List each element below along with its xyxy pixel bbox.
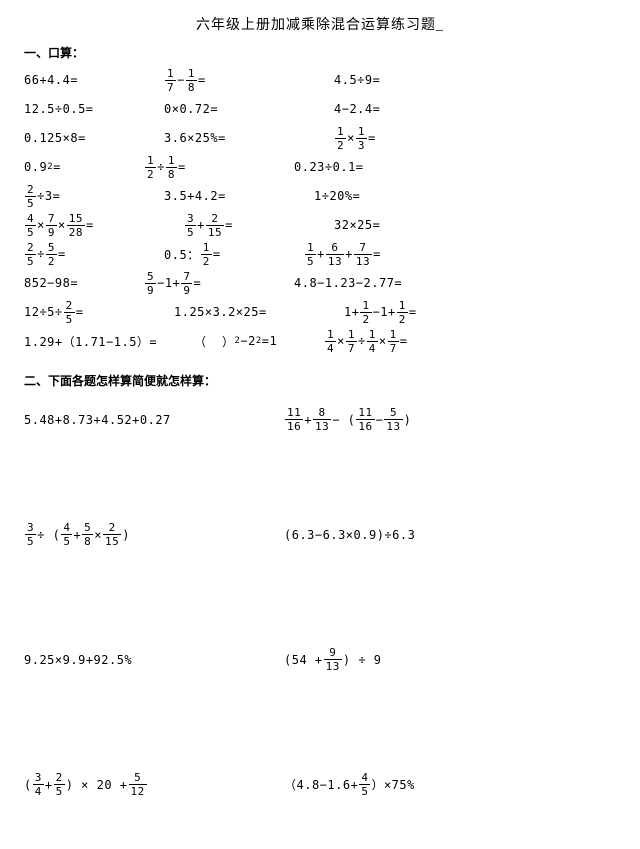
section1-heading: 一、口算： — [24, 44, 616, 61]
expr: 0×0.72= — [164, 102, 334, 116]
s1-row: 0.125×8= 3.6×25%= 12 × 13 = — [24, 125, 616, 151]
expr: 0.23÷0.1= — [294, 160, 364, 174]
expr: 35 + 215 = — [184, 213, 334, 238]
fraction: 13 — [356, 126, 367, 151]
fraction: 45 — [359, 772, 370, 797]
fraction: 34 — [33, 772, 44, 797]
fraction: 913 — [324, 647, 342, 672]
expr: 0.5： 12 = — [164, 242, 304, 267]
fraction: 79 — [46, 213, 57, 238]
expr: ( 34 + 25 ) × 20 + 512 — [24, 772, 284, 797]
fraction: 14 — [325, 329, 336, 354]
expr: 15 + 613 + 713 = — [304, 242, 381, 267]
expr: 12÷5÷ 25 = — [24, 300, 174, 325]
fraction: 59 — [145, 271, 156, 296]
fraction: 15 — [305, 242, 316, 267]
expr: (6.3−6.3×0.9)÷6.3 — [284, 528, 415, 542]
s2-row: 9.25×9.9+92.5% (54 + 913 ) ÷ 9 — [24, 647, 616, 672]
expr: 9.25×9.9+92.5% — [24, 653, 284, 667]
fraction: 25 — [54, 772, 65, 797]
expr: 4−2.4= — [334, 102, 380, 116]
s1-row: 45 × 79 × 1528 = 35 + 215 = 32×25= — [24, 212, 616, 238]
expr: 5.48+8.73+4.52+0.27 — [24, 413, 284, 427]
fraction: 45 — [25, 213, 36, 238]
expr: 17 − 18 = — [164, 68, 334, 93]
expr: 35 ÷ ( 45 + 58 × 215 ) — [24, 522, 284, 547]
expr: 1.25×3.2×25= — [174, 305, 344, 319]
expr: 0.92= — [24, 160, 144, 174]
fraction: 45 — [61, 522, 72, 547]
fraction: 17 — [346, 329, 357, 354]
s2-row: ( 34 + 25 ) × 20 + 512 （4.8−1.6+ 45 ）×75… — [24, 772, 616, 797]
fraction: 18 — [166, 155, 177, 180]
s1-row: 12.5÷0.5= 0×0.72= 4−2.4= — [24, 96, 616, 122]
s1-row: 1.29+（1.71−1.5）= （ ）2−22=1 14 × 17 ÷ 14 … — [24, 328, 616, 354]
fraction: 12 — [201, 242, 212, 267]
fraction: 215 — [103, 522, 121, 547]
s1-row: 12÷5÷ 25 = 1.25×3.2×25= 1+ 12 −1+ 12 = — [24, 299, 616, 325]
fraction: 52 — [46, 242, 57, 267]
s1-row: 852−98= 59 −1+ 79 = 4.8−1.23−2.77= — [24, 270, 616, 296]
expr: 4.8−1.23−2.77= — [294, 276, 402, 290]
page-title: 六年级上册加减乘除混合运算练习题_ — [24, 14, 616, 34]
fraction: 25 — [25, 184, 36, 209]
expr: 14 × 17 ÷ 14 × 17 = — [324, 329, 407, 354]
expr: （ ）2−22=1 — [194, 333, 324, 350]
fraction: 512 — [129, 772, 147, 797]
fraction: 79 — [181, 271, 192, 296]
expr: (54 + 913 ) ÷ 9 — [284, 647, 382, 672]
expr: 3.6×25%= — [164, 131, 334, 145]
fraction: 18 — [186, 68, 197, 93]
expr: 4.5÷9= — [334, 73, 380, 87]
expr: 12 ÷ 18 = — [144, 155, 294, 180]
fraction: 25 — [64, 300, 75, 325]
expr: 1+ 12 −1+ 12 = — [344, 300, 417, 325]
expr: 1116 + 813 − ( 1116 − 513 ) — [284, 407, 411, 432]
fraction: 215 — [206, 213, 224, 238]
fraction: 35 — [25, 522, 36, 547]
expr: 1÷20%= — [314, 189, 360, 203]
expr: 1.29+（1.71−1.5）= — [24, 333, 194, 350]
s2-row: 35 ÷ ( 45 + 58 × 215 ) (6.3−6.3×0.9)÷6.3 — [24, 522, 616, 547]
expr: 59 −1+ 79 = — [144, 271, 294, 296]
expr: 3.5+4.2= — [164, 189, 314, 203]
s2-row: 5.48+8.73+4.52+0.27 1116 + 813 − ( 1116 … — [24, 407, 616, 432]
fraction: 613 — [326, 242, 344, 267]
section2-heading: 二、下面各题怎样算简便就怎样算： — [24, 372, 616, 389]
fraction: 513 — [384, 407, 402, 432]
expr: 25 ÷3= — [24, 184, 164, 209]
expr: 25 ÷ 52 = — [24, 242, 164, 267]
s1-row: 25 ÷ 52 = 0.5： 12 = 15 + 613 + 713 = — [24, 241, 616, 267]
fraction: 25 — [25, 242, 36, 267]
expr: 45 × 79 × 1528 = — [24, 213, 184, 238]
expr: 32×25= — [334, 218, 380, 232]
fraction: 58 — [82, 522, 93, 547]
s1-row: 66+4.4= 17 − 18 = 4.5÷9= — [24, 67, 616, 93]
fraction: 17 — [388, 329, 399, 354]
fraction: 1528 — [67, 213, 85, 238]
page: 六年级上册加减乘除混合运算练习题_ 一、口算： 66+4.4= 17 − 18 … — [0, 0, 640, 849]
s1-row: 0.92= 12 ÷ 18 = 0.23÷0.1= — [24, 154, 616, 180]
expr: 852−98= — [24, 276, 144, 290]
fraction: 813 — [313, 407, 331, 432]
fraction: 12 — [397, 300, 408, 325]
s1-row: 25 ÷3= 3.5+4.2= 1÷20%= — [24, 183, 616, 209]
expr: 12.5÷0.5= — [24, 102, 164, 116]
fraction: 12 — [360, 300, 371, 325]
fraction: 17 — [165, 68, 176, 93]
fraction: 1116 — [285, 407, 303, 432]
expr: 12 × 13 = — [334, 126, 376, 151]
fraction: 1116 — [356, 407, 374, 432]
expr: 0.125×8= — [24, 131, 164, 145]
fraction: 12 — [335, 126, 346, 151]
expr: 66+4.4= — [24, 73, 164, 87]
expr: （4.8−1.6+ 45 ）×75% — [284, 772, 415, 797]
fraction: 713 — [354, 242, 372, 267]
fraction: 12 — [145, 155, 156, 180]
fraction: 35 — [185, 213, 196, 238]
fraction: 14 — [367, 329, 378, 354]
